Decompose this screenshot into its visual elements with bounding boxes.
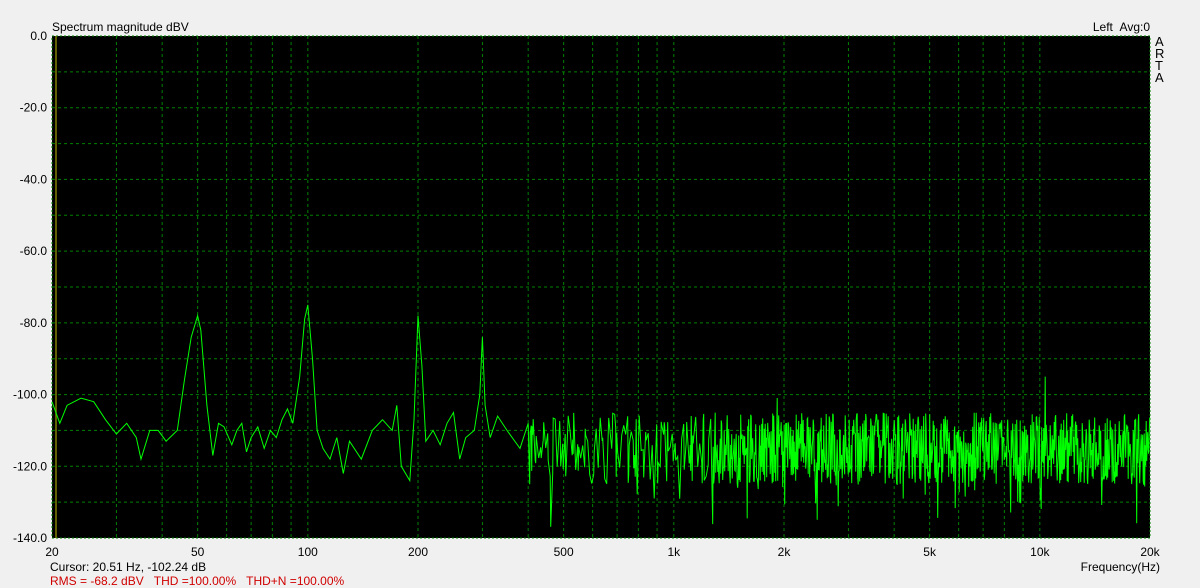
channel-name: Left [1092, 20, 1113, 34]
y-tick-label: -100.0 [13, 388, 47, 402]
logo-letter: T [1155, 58, 1163, 73]
y-tick-label: -20.0 [20, 101, 48, 115]
rms-value: RMS = -68.2 dBV [50, 574, 144, 588]
x-tick-label: 10k [1030, 545, 1050, 559]
plot-border [51, 35, 1151, 539]
y-tick-label: -140.0 [13, 531, 47, 545]
spectrum-trace [51, 304, 1151, 527]
chart-title: Spectrum magnitude dBV [52, 20, 189, 34]
y-tick-label: -40.0 [20, 172, 48, 186]
y-tick-label: 0.0 [30, 29, 47, 43]
x-tick-label: 20 [45, 545, 59, 559]
channel-label: Left Avg:0 [1093, 20, 1150, 34]
x-axis-label: Frequency(Hz) [1080, 560, 1160, 574]
measurement-summary: RMS = -68.2 dBV THD =100.00% THD+N =100.… [50, 574, 344, 588]
x-tick-label: 200 [408, 545, 428, 559]
logo-letter: A [1155, 70, 1164, 85]
y-tick-label: -120.0 [13, 459, 47, 473]
x-tick-label: 50 [191, 545, 205, 559]
thd-value: THD =100.00% [153, 574, 237, 588]
x-tick-label: 100 [298, 545, 318, 559]
avg-count: Avg:0 [1119, 20, 1150, 34]
logo-letter: R [1155, 46, 1165, 61]
x-tick-label: 500 [554, 545, 574, 559]
y-tick-label: -60.0 [20, 244, 48, 258]
x-tick-label: 5k [923, 545, 937, 559]
x-tick-label: 1k [667, 545, 681, 559]
x-tick-label: 2k [778, 545, 792, 559]
x-tick-label: 20k [1140, 545, 1160, 559]
cursor-readout: Cursor: 20.51 Hz, -102.24 dB [50, 560, 207, 574]
thdn-value: THD+N =100.00% [246, 574, 345, 588]
y-tick-label: -80.0 [20, 316, 48, 330]
logo-letter: A [1155, 34, 1164, 49]
